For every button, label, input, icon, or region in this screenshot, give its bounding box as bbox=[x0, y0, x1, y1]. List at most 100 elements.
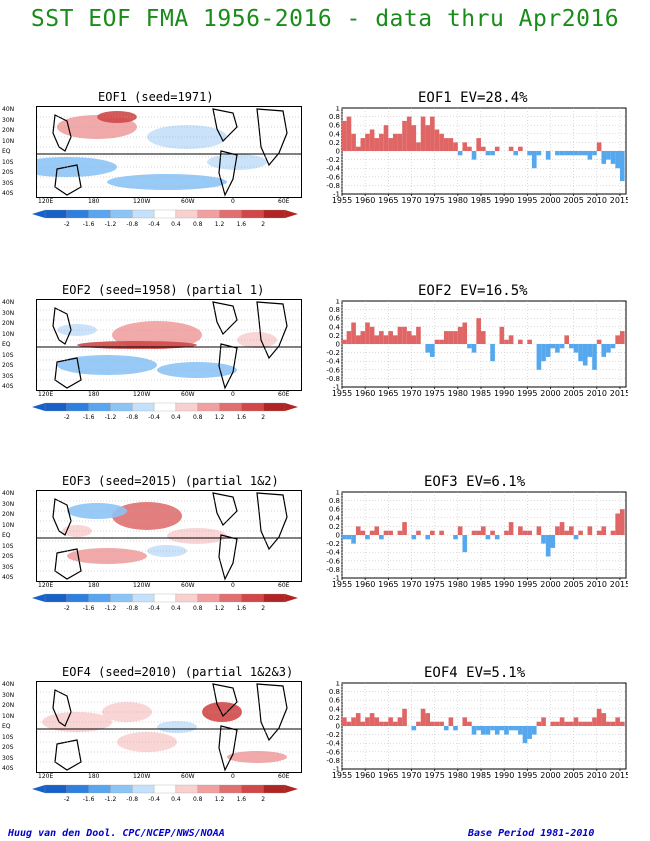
timeseries-bar bbox=[531, 151, 537, 169]
colorbar-level-label: 1.6 bbox=[237, 605, 247, 612]
timeseries-bar bbox=[480, 526, 486, 535]
colorbar-swatch bbox=[153, 209, 177, 219]
timeseries-bar bbox=[457, 151, 463, 156]
colorbar-swatch bbox=[175, 784, 198, 794]
x-tick-label: 2015 bbox=[610, 196, 628, 205]
colorbar-level-label: -0.4 bbox=[148, 605, 160, 612]
timeseries-bar bbox=[476, 138, 481, 151]
timeseries-bar bbox=[504, 530, 509, 535]
timeseries-bar bbox=[606, 721, 611, 726]
latitude-label: 40N bbox=[2, 490, 15, 497]
latitude-label: 30S bbox=[2, 754, 14, 762]
x-tick-label: 1980 bbox=[448, 771, 468, 780]
timeseries-bar bbox=[448, 138, 454, 151]
timeseries-bar bbox=[476, 530, 481, 535]
timeseries-bar bbox=[555, 526, 560, 535]
timeseries-bar bbox=[494, 726, 500, 735]
timeseries-bar bbox=[351, 133, 356, 151]
y-tick-label: 0.6 bbox=[329, 697, 341, 705]
timeseries-bar bbox=[490, 530, 495, 535]
timeseries-bar bbox=[559, 151, 565, 156]
timeseries-bar bbox=[522, 530, 528, 535]
timeseries-bar bbox=[434, 721, 440, 726]
timeseries-bar bbox=[555, 151, 560, 156]
timeseries-bar bbox=[374, 526, 380, 535]
timeseries-bar bbox=[402, 120, 407, 151]
eof-spatial-map bbox=[36, 106, 302, 198]
y-tick-label: -0.6 bbox=[326, 748, 340, 756]
colorbar-level-label: 0.8 bbox=[193, 221, 203, 228]
timeseries-bar bbox=[411, 125, 417, 151]
timeseries-bar bbox=[518, 146, 523, 151]
timeseries-bar bbox=[425, 125, 431, 151]
y-tick-label: 1 bbox=[336, 681, 340, 688]
colorbar-swatch bbox=[219, 402, 242, 412]
x-tick-label: 1965 bbox=[378, 580, 398, 589]
colorbar-swatch bbox=[153, 784, 177, 794]
colorbar-swatch bbox=[241, 784, 264, 794]
timeseries-bar bbox=[476, 318, 481, 344]
timeseries-bar bbox=[416, 142, 421, 151]
timeseries-bar bbox=[365, 535, 370, 540]
timeseries-bar bbox=[369, 713, 375, 726]
longitude-label: 60E bbox=[278, 391, 290, 398]
timeseries-bar bbox=[504, 726, 509, 735]
timeseries-bar bbox=[355, 526, 361, 535]
colorbar-swatch bbox=[263, 209, 286, 219]
latitude-label: EQ bbox=[2, 723, 11, 730]
timeseries-bar bbox=[342, 717, 347, 726]
timeseries-title: EOF2 EV=16.5% bbox=[418, 283, 528, 299]
timeseries-bar bbox=[619, 509, 625, 535]
timeseries-bar bbox=[536, 721, 542, 726]
page-title: SST EOF FMA 1956-2016 - data thru Apr201… bbox=[30, 6, 620, 32]
map-latitude-labels: 40N 30N 20N 10N EQ 10S 20S 30S 40S bbox=[2, 681, 34, 773]
timeseries-bar bbox=[397, 133, 403, 151]
timeseries-bar bbox=[619, 151, 625, 182]
colorbar-swatch bbox=[219, 593, 242, 603]
timeseries-bar bbox=[443, 138, 449, 151]
x-tick-label: 1980 bbox=[448, 580, 468, 589]
y-tick-label: 0.8 bbox=[329, 688, 340, 696]
x-tick-label: 1965 bbox=[378, 196, 398, 205]
timeseries-bar bbox=[619, 721, 625, 726]
colorbar-level-label: 0.4 bbox=[171, 414, 181, 421]
colorbar-swatch bbox=[110, 402, 133, 412]
y-tick-label: 0.4 bbox=[329, 514, 341, 522]
timeseries-bar bbox=[508, 726, 514, 731]
x-tick-label: 2015 bbox=[610, 771, 628, 780]
colorbar-level-label: 1.2 bbox=[215, 221, 225, 228]
colorbar-swatch bbox=[132, 209, 155, 219]
colorbar-swatch bbox=[66, 784, 89, 794]
colorbar-swatch bbox=[44, 593, 67, 603]
x-tick-label: 1985 bbox=[471, 771, 491, 780]
timeseries-bar bbox=[615, 151, 620, 169]
timeseries-bar bbox=[360, 138, 366, 151]
timeseries-bar bbox=[587, 344, 593, 357]
timeseries-bar bbox=[453, 535, 458, 540]
colorbar-level-label: -1.2 bbox=[105, 796, 117, 803]
longitude-label: 0 bbox=[231, 391, 235, 398]
longitude-label: 180 bbox=[88, 773, 100, 780]
y-tick-label: 1 bbox=[336, 490, 340, 497]
timeseries-bar bbox=[383, 721, 389, 726]
timeseries-bar bbox=[416, 721, 421, 726]
timeseries-bar bbox=[485, 151, 491, 156]
timeseries-bar bbox=[346, 331, 352, 344]
y-tick-label: 0.2 bbox=[329, 139, 340, 147]
colorbar-level-label: 0.8 bbox=[193, 796, 203, 803]
colorbar-swatch bbox=[263, 402, 286, 412]
colorbar: -2 -1.6 -1.2 -0.8 -0.4 0.4 0.8 1.2 1.6 2 bbox=[30, 209, 300, 229]
timeseries-bar bbox=[499, 326, 505, 344]
longitude-label: 120W bbox=[133, 582, 151, 589]
x-tick-label: 1990 bbox=[494, 389, 514, 398]
y-tick-label: -0.6 bbox=[326, 173, 340, 181]
timeseries-bar bbox=[550, 535, 556, 548]
longitude-label: 120W bbox=[133, 391, 151, 398]
timeseries-bar bbox=[406, 331, 412, 344]
timeseries-bar bbox=[513, 151, 519, 156]
timeseries-bar bbox=[619, 331, 625, 344]
longitude-label: 180 bbox=[88, 198, 100, 205]
timeseries-bar bbox=[601, 526, 607, 535]
latitude-label: 20S bbox=[2, 362, 14, 369]
timeseries-bar bbox=[587, 721, 593, 726]
